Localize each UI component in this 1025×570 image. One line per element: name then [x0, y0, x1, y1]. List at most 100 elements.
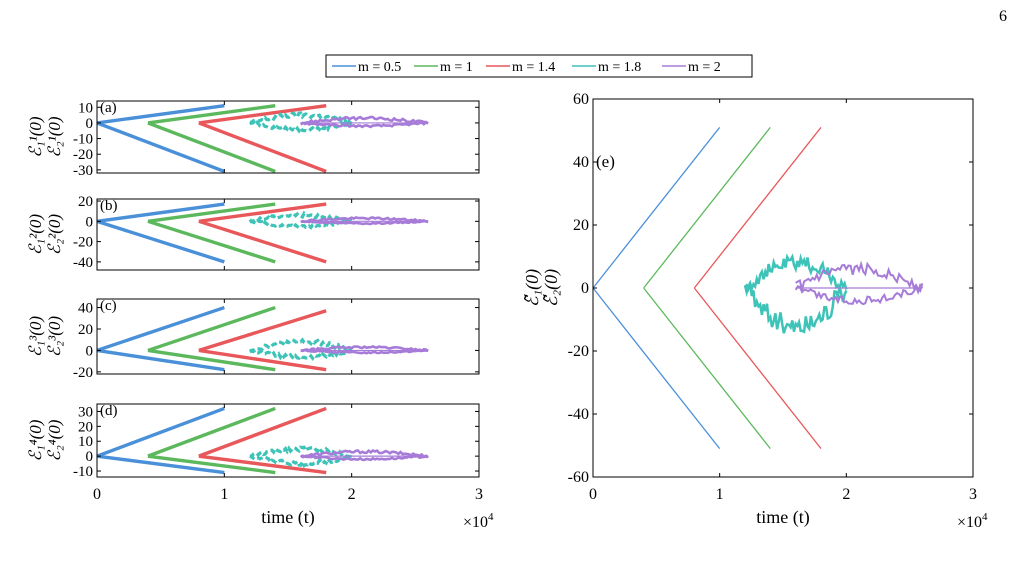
series-1-lower: [147, 454, 276, 475]
xtick-label: 0: [93, 486, 101, 503]
series-2-upper: [198, 202, 327, 223]
series-1-lower: [147, 348, 276, 372]
ylabel-line: ℰ₂³(0): [45, 316, 64, 357]
ytick-label: 0: [86, 449, 94, 465]
ylabel-line: ℰ₂²(0): [45, 214, 64, 255]
series-3-upper: [743, 253, 848, 298]
panel-label: (a): [100, 100, 117, 116]
xlabel: time (t): [261, 507, 314, 528]
legend-entry: m = 1.8: [572, 60, 641, 75]
ylabel-line: ℰ₁²(0): [26, 214, 45, 255]
plot-area: [97, 305, 429, 372]
legend-label: m = 1.4: [512, 60, 555, 75]
series-3-upper: [248, 210, 353, 224]
legend-entry: m = 1.4: [486, 60, 555, 75]
ytick-label: 0: [86, 116, 94, 132]
ylabel: ℰ₁²(0) ℰ₂²(0): [26, 214, 64, 255]
plot-area: [593, 126, 924, 450]
panel-label: (d): [100, 403, 118, 419]
series-1-lower: [147, 219, 276, 264]
panel-b: 20 0 -20 -40 (b) ℰ₁²(0) ℰ₂²(0): [26, 194, 480, 271]
legend-label: m = 1: [440, 60, 473, 75]
ytick-label: 30: [78, 404, 93, 420]
series-0-upper: [97, 202, 225, 223]
ytick-label: -20: [73, 235, 93, 251]
series-0-lower: [593, 287, 721, 450]
series-1-upper: [643, 126, 771, 289]
xtick-label: 2: [348, 486, 356, 503]
ytick-label: 10: [78, 100, 93, 116]
series-0-upper: [97, 104, 225, 125]
ytick-label: 40: [78, 301, 93, 317]
series-0-upper: [97, 406, 225, 458]
series-3-lower: [249, 119, 352, 134]
xtick-label: 2: [842, 486, 850, 503]
x-multiplier-exponent: 4: [488, 511, 494, 523]
ytick-label: -40: [73, 255, 93, 271]
ytick-label: 0: [86, 343, 94, 359]
series-4-upper: [300, 115, 429, 126]
axes-frame: [96, 198, 480, 271]
legend-box: [325, 54, 753, 78]
panel-label: (c): [100, 298, 117, 314]
ytick-label: -20: [568, 343, 589, 360]
xlabel: time (t): [756, 507, 809, 528]
axes-frame: [96, 403, 480, 478]
legend-label: m = 0.5: [358, 60, 401, 75]
axes-frame: [96, 100, 480, 174]
series-2-lower: [198, 219, 327, 264]
series-0-lower: [97, 219, 225, 264]
series-2-lower: [198, 454, 327, 475]
series-3-lower: [249, 453, 353, 469]
series-3-lower: [249, 218, 353, 230]
ytick-label: -10: [73, 464, 93, 480]
series-2-upper: [693, 126, 822, 289]
series-1-lower: [643, 287, 771, 450]
legend-entry: m = 1: [414, 60, 473, 75]
ylabel-line: ℰ₁³(0): [26, 316, 45, 357]
series-2-upper: [198, 406, 327, 458]
series-4-lower: [300, 454, 429, 462]
ytick-label: 0: [581, 280, 589, 297]
xtick-label: 3: [475, 486, 483, 503]
xtick-label: 0: [589, 486, 597, 503]
panel-c: 40 20 0 -20 (c) ℰ₁³(0) ℰ₂³(0): [26, 298, 480, 381]
ytick-label: -20: [73, 147, 93, 163]
series-3-upper: [249, 111, 353, 128]
ytick-label: 20: [78, 419, 93, 435]
series-1-upper: [147, 104, 276, 125]
plot-area: [97, 202, 429, 264]
plot-area: [97, 104, 429, 173]
legend-label: m = 1.8: [598, 60, 641, 75]
page-number: 6: [999, 8, 1007, 25]
series-1-lower: [147, 121, 276, 173]
ytick-label: 20: [78, 322, 93, 338]
series-4-upper: [299, 448, 429, 459]
legend-label: m = 2: [688, 60, 721, 75]
ytick-label: -30: [73, 163, 93, 179]
series-4-lower: [300, 219, 429, 226]
ylabel: ℰ₁¹(0) ℰ₂¹(0): [26, 116, 64, 157]
ylabel-line: ℰ₂⁴(0): [45, 419, 64, 461]
panel-a: 100-10-20-30 (a) ℰ₁¹(0) ℰ₂¹(0): [26, 100, 480, 179]
xtick-label: 3: [969, 486, 977, 503]
ytick-label: 0: [86, 214, 94, 230]
xtick-label: 1: [220, 486, 228, 503]
x-multiplier: ×104: [463, 511, 494, 531]
ylabel: ℰ₁³(0) ℰ₂³(0): [26, 316, 64, 357]
ylabel-line: ℰ̃₁(0): [522, 269, 543, 307]
series-0-upper: [593, 126, 721, 289]
series-0-upper: [97, 305, 225, 353]
ytick-label: 60: [573, 91, 589, 108]
x-multiplier-exponent: 4: [982, 511, 988, 523]
ylabel-line: ℰ̃₂(0): [541, 269, 562, 307]
ylabel: ℰ₁⁴(0) ℰ₂⁴(0): [26, 419, 64, 461]
plot-area: [97, 406, 429, 475]
ytick-label: 20: [573, 217, 589, 234]
xtick-label: 1: [716, 486, 724, 503]
series-1-upper: [147, 202, 276, 223]
series-4-lower: [300, 120, 429, 129]
